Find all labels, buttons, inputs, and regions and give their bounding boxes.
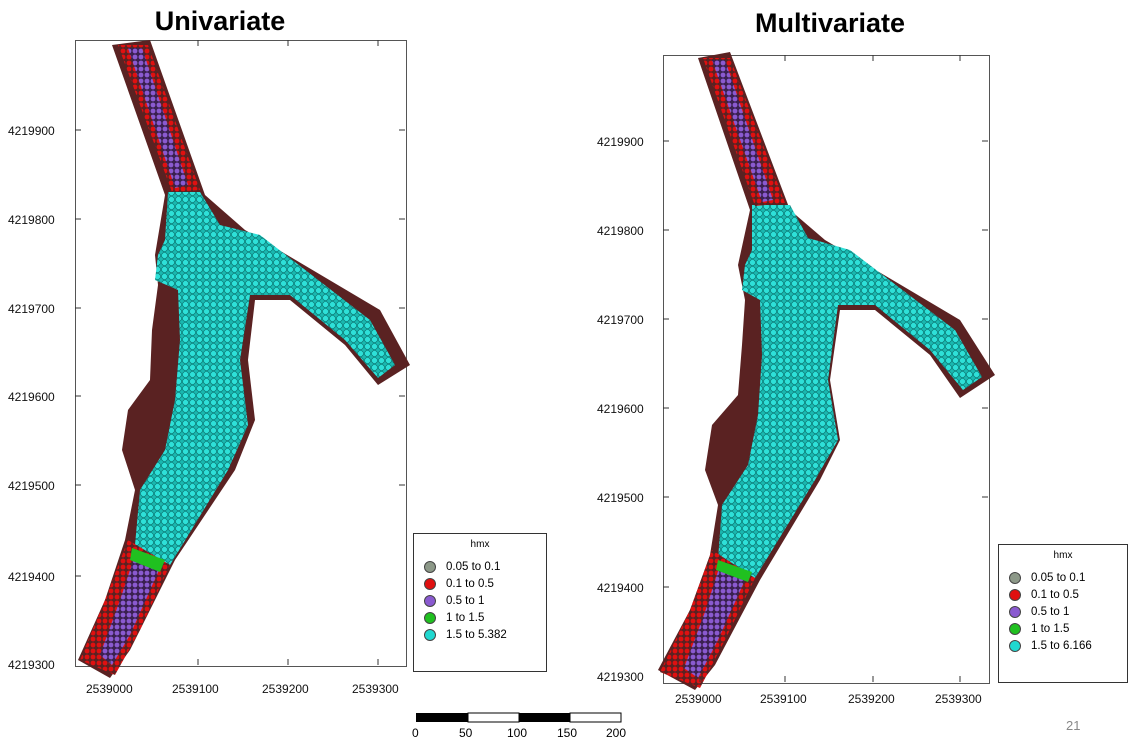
map-title-multivariate: Multivariate [754,8,906,38]
legend-label: 1 to 1.5 [1031,622,1070,635]
legend-label: 0.05 to 0.1 [446,560,501,573]
x-tick-label: 2539000 [86,682,133,696]
scale-bar [416,712,622,723]
scale-label: 100 [507,726,528,740]
legend-label: 1 to 1.5 [446,611,485,624]
x-tick-label: 2539200 [262,682,309,696]
x-tick-label: 2539300 [935,692,982,706]
y-tick-label: 4219700 [597,313,644,327]
legend-label: 0.05 to 0.1 [1031,571,1086,584]
x-tick-label: 2539100 [760,692,807,706]
legend-entry: 1 to 1.5 [1009,620,1127,637]
legend-swatch-icon [1009,639,1021,652]
legend-title: hmx [470,539,490,550]
map-title-univariate: Univariate [154,6,286,36]
y-tick-label: 4219400 [597,581,644,595]
legend-label: 0.1 to 0.5 [446,577,494,590]
y-tick-label: 4219900 [8,124,55,138]
legend-label: 0.1 to 0.5 [1031,588,1079,601]
y-tick-label: 4219600 [8,390,55,404]
x-tick-label: 2539200 [848,692,895,706]
legend-swatch-icon [424,611,436,624]
legend-swatch-icon [1009,571,1021,584]
legend-title: hmx [1053,550,1073,561]
legend-swatch-icon [1009,605,1021,618]
legend-swatch-icon [424,628,436,641]
y-tick-label: 4219400 [8,570,55,584]
legend-label: 1.5 to 6.166 [1031,639,1092,652]
x-tick-label: 2539300 [352,682,399,696]
legend-entry: 0.05 to 0.1 [1009,569,1127,586]
river-channel-univariate [78,40,410,678]
x-tick-label: 2539100 [172,682,219,696]
legend-entry: 0.5 to 1 [1009,603,1127,620]
legend-swatch-icon [424,577,436,590]
scale-label: 200 [606,726,627,740]
y-tick-label: 4219700 [8,302,55,316]
y-tick-label: 4219300 [597,670,644,684]
scale-label: 150 [557,726,578,740]
legend-label: 1.5 to 5.382 [446,628,507,641]
y-tick-label: 4219500 [8,479,55,493]
legend-label: 0.5 to 1 [446,594,485,607]
legend-swatch-icon [424,594,436,607]
scale-label: 50 [459,726,473,740]
legend-multivariate: hmx 0.05 to 0.1 0.1 to 0.5 0.5 to 1 1 to… [998,544,1128,683]
y-tick-label: 4219800 [597,224,644,238]
y-tick-label: 4219900 [597,135,644,149]
river-channel-multivariate [658,52,995,690]
legend-entry: 0.05 to 0.1 [424,558,546,575]
legend-entry: 0.5 to 1 [424,592,546,609]
legend-swatch-icon [1009,622,1021,635]
axis-ticks [75,40,988,682]
scale-label: 0 [412,726,419,740]
legend-entry: 1 to 1.5 [424,609,546,626]
legend-univariate: hmx 0.05 to 0.1 0.1 to 0.5 0.5 to 1 1 to… [413,533,547,672]
legend-entry: 1.5 to 5.382 [424,626,546,643]
y-tick-label: 4219300 [8,658,55,672]
legend-entry: 1.5 to 6.166 [1009,637,1127,654]
legend-swatch-icon [424,560,436,573]
legend-label: 0.5 to 1 [1031,605,1070,618]
y-tick-label: 4219800 [8,213,55,227]
legend-swatch-icon [1009,588,1021,601]
x-tick-label: 2539000 [675,692,722,706]
y-tick-label: 4219600 [597,402,644,416]
page-number: 21 [1066,718,1081,733]
legend-entry: 0.1 to 0.5 [424,575,546,592]
y-tick-label: 4219500 [597,491,644,505]
legend-entry: 0.1 to 0.5 [1009,586,1127,603]
